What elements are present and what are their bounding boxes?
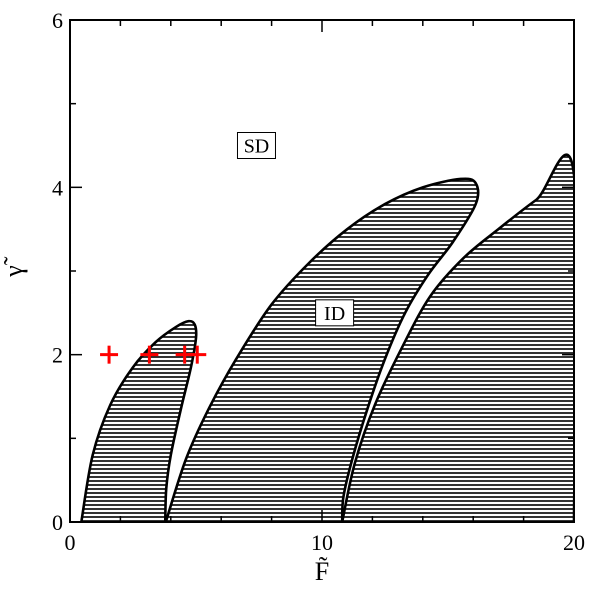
y-tick-label: 6 (52, 8, 63, 33)
markers-layer (100, 345, 207, 364)
region-label-box (315, 299, 355, 327)
region-label-sd: SD (236, 132, 276, 159)
x-axis-label: F̃ (315, 557, 329, 586)
regions-layer (80, 153, 574, 522)
y-tick-label: 2 (52, 343, 63, 368)
annotations-layer: SD ID (236, 132, 355, 327)
region-tongue-1 (80, 319, 198, 522)
data-point-marker (140, 345, 159, 364)
region-label-text: ID (324, 303, 345, 325)
x-tick-label: 20 (563, 530, 585, 555)
y-axis-label: γ̃ (0, 256, 28, 277)
region-label-id: ID (315, 299, 355, 327)
y-tick-label: 4 (52, 175, 63, 200)
data-point-marker (188, 345, 207, 364)
data-point-marker (100, 345, 119, 364)
x-tick-label: 10 (311, 530, 333, 555)
region-tongue-3 (340, 153, 574, 522)
region-tongue-2 (164, 177, 480, 522)
x-tick-label: 0 (65, 530, 76, 555)
y-tick-label: 0 (52, 510, 63, 535)
region-label-box (236, 132, 276, 159)
region-label-text: SD (244, 136, 270, 158)
plot-frame (69, 19, 575, 523)
